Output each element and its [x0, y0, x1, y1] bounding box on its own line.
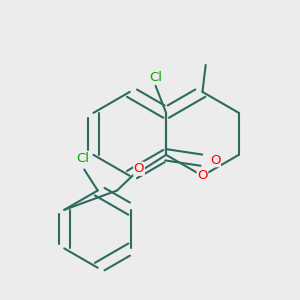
Text: Cl: Cl	[149, 70, 162, 83]
Text: Cl: Cl	[76, 152, 89, 166]
Text: O: O	[197, 169, 208, 182]
Text: O: O	[134, 162, 144, 175]
Text: O: O	[210, 154, 220, 166]
